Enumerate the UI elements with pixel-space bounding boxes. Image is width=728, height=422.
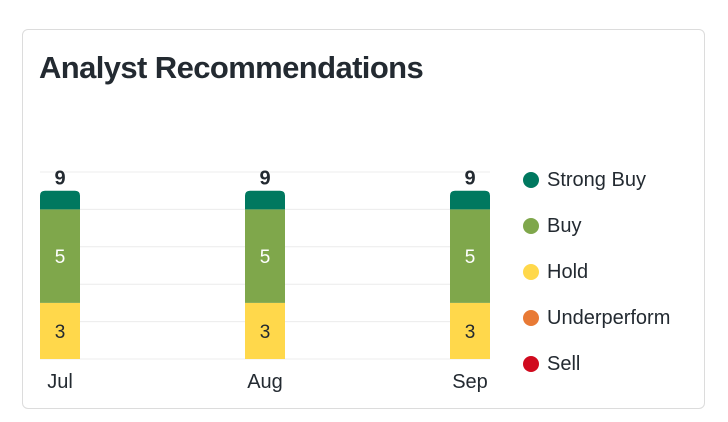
total-label: 9 <box>259 168 270 190</box>
legend-swatch <box>523 264 539 280</box>
bar-jul-hold <box>40 302 80 359</box>
bar-sep-buy <box>450 209 490 303</box>
bar-aug-hold <box>245 302 285 359</box>
bar-sep-hold <box>450 302 490 359</box>
data-label: 5 <box>260 247 271 268</box>
total-label: 9 <box>464 168 475 190</box>
legend-label: Underperform <box>547 306 671 329</box>
legend-item-underperform: Underperform <box>523 295 670 341</box>
data-label: 5 <box>55 247 66 268</box>
legend-item-hold: Hold <box>523 249 670 295</box>
legend-item-strong-buy: Strong Buy <box>523 157 670 203</box>
legend-label: Buy <box>547 214 582 237</box>
bar-aug-strong-buy <box>245 190 285 210</box>
data-label: 3 <box>465 322 476 343</box>
card-title: Analyst Recommendations <box>39 50 424 85</box>
legend-label: Sell <box>547 352 581 375</box>
data-label: 3 <box>260 322 271 343</box>
bar-jul-strong-buy <box>40 190 80 210</box>
bar-sep-strong-buy <box>450 190 490 210</box>
data-label: 3 <box>55 322 66 343</box>
chart-legend: Strong Buy Buy Hold Underperform Sell <box>523 157 670 387</box>
legend-swatch <box>523 310 539 326</box>
analyst-recommendations-card: Analyst Recommendations 3 5 9 Jul 3 5 9 Aug 3 5 9 S… <box>22 29 705 409</box>
legend-item-buy: Buy <box>523 203 670 249</box>
total-label: 9 <box>54 168 65 190</box>
bar-jul-buy <box>40 209 80 303</box>
legend-label: Strong Buy <box>547 168 646 191</box>
legend-label: Hold <box>547 260 589 283</box>
x-tick-label: Sep <box>452 371 488 393</box>
data-label: 5 <box>465 247 476 268</box>
legend-swatch <box>523 218 539 234</box>
bar-aug-buy <box>245 209 285 303</box>
legend-item-sell: Sell <box>523 341 670 387</box>
x-tick-label: Aug <box>247 371 283 393</box>
legend-swatch <box>523 356 539 372</box>
x-tick-label: Jul <box>47 371 73 393</box>
legend-swatch <box>523 172 539 188</box>
recommendations-chart: 3 5 9 Jul 3 5 9 Aug 3 5 9 Sep <box>40 168 490 393</box>
